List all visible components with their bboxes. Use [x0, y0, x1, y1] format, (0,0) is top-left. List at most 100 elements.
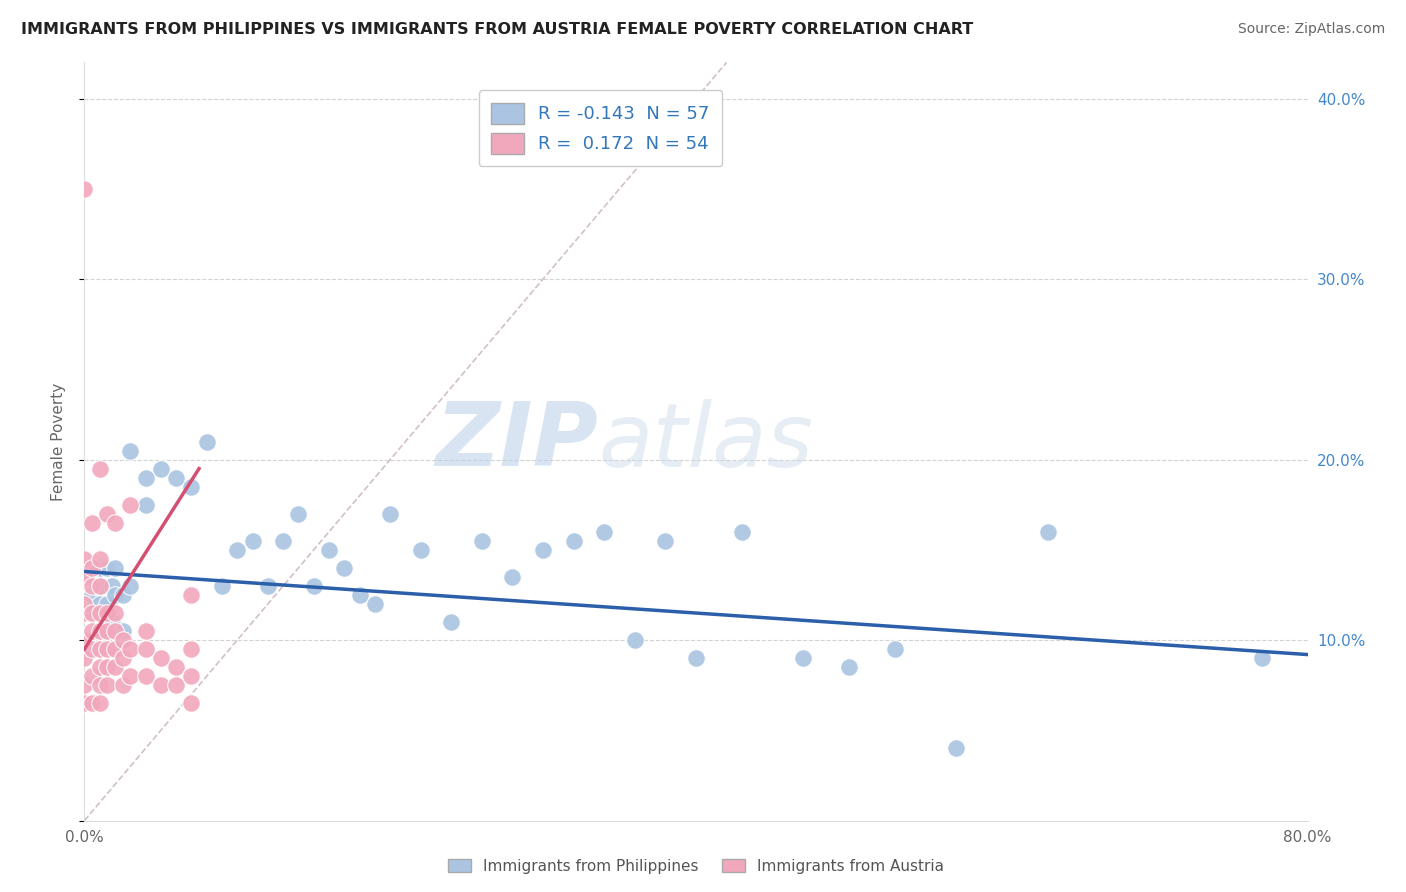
Point: [440, 615, 463, 629]
Point: [89, 552, 111, 566]
Point: [165, 678, 187, 692]
Point: [593, 524, 616, 539]
Point: [838, 660, 860, 674]
Text: ZIP: ZIP: [436, 398, 598, 485]
Point: [471, 533, 494, 548]
Point: [73, 606, 96, 620]
Point: [96, 624, 118, 639]
Point: [364, 597, 387, 611]
Point: [96, 660, 118, 674]
Point: [89, 579, 111, 593]
Point: [73, 678, 96, 692]
Point: [89, 461, 111, 475]
Point: [165, 660, 187, 674]
Point: [80, 516, 103, 530]
Point: [502, 570, 524, 584]
Point: [80, 642, 103, 657]
Point: [73, 651, 96, 665]
Point: [73, 182, 96, 196]
Point: [180, 696, 202, 710]
Point: [89, 561, 111, 575]
Point: [120, 642, 142, 657]
Text: IMMIGRANTS FROM PHILIPPINES VS IMMIGRANTS FROM AUSTRIA FEMALE POVERTY CORRELATIO: IMMIGRANTS FROM PHILIPPINES VS IMMIGRANT…: [21, 22, 973, 37]
Point: [73, 552, 96, 566]
Point: [80, 696, 103, 710]
Point: [89, 642, 111, 657]
Point: [89, 624, 111, 639]
Point: [73, 696, 96, 710]
Point: [73, 597, 96, 611]
Point: [135, 498, 157, 512]
Point: [180, 480, 202, 494]
Point: [257, 579, 280, 593]
Point: [180, 669, 202, 683]
Point: [111, 588, 134, 602]
Point: [211, 579, 233, 593]
Point: [73, 570, 96, 584]
Point: [120, 498, 142, 512]
Point: [271, 533, 294, 548]
Text: atlas: atlas: [598, 399, 813, 484]
Point: [149, 678, 172, 692]
Point: [80, 624, 103, 639]
Point: [111, 678, 134, 692]
Point: [731, 524, 754, 539]
Point: [89, 678, 111, 692]
Point: [86, 561, 108, 575]
Point: [80, 669, 103, 683]
Point: [96, 606, 118, 620]
Point: [318, 542, 340, 557]
Point: [287, 507, 309, 521]
Point: [73, 633, 96, 648]
Point: [120, 443, 142, 458]
Point: [120, 669, 142, 683]
Point: [226, 542, 249, 557]
Point: [96, 678, 118, 692]
Point: [104, 642, 127, 657]
Point: [792, 651, 814, 665]
Point: [685, 651, 707, 665]
Point: [135, 642, 157, 657]
Point: [104, 516, 127, 530]
Point: [86, 606, 108, 620]
Text: Source: ZipAtlas.com: Source: ZipAtlas.com: [1237, 22, 1385, 37]
Point: [101, 579, 124, 593]
Point: [302, 579, 325, 593]
Point: [96, 561, 118, 575]
Point: [1250, 651, 1272, 665]
Point: [165, 470, 187, 484]
Point: [135, 669, 157, 683]
Point: [111, 624, 134, 639]
Point: [104, 642, 127, 657]
Point: [96, 507, 118, 521]
Point: [89, 642, 111, 657]
Point: [89, 696, 111, 710]
Point: [945, 741, 967, 756]
Point: [89, 579, 111, 593]
Point: [242, 533, 264, 548]
Point: [562, 533, 585, 548]
Point: [531, 542, 554, 557]
Point: [654, 533, 676, 548]
Point: [149, 461, 172, 475]
Point: [96, 642, 118, 657]
Point: [180, 588, 202, 602]
Point: [104, 606, 127, 620]
Point: [135, 470, 157, 484]
Point: [80, 579, 103, 593]
Point: [180, 642, 202, 657]
Point: [80, 561, 103, 575]
Point: [149, 651, 172, 665]
Point: [89, 660, 111, 674]
Point: [80, 588, 103, 602]
Point: [349, 588, 371, 602]
Legend: Immigrants from Philippines, Immigrants from Austria: Immigrants from Philippines, Immigrants …: [440, 851, 952, 881]
Point: [104, 624, 127, 639]
Point: [883, 642, 905, 657]
Point: [80, 606, 103, 620]
Point: [135, 624, 157, 639]
Point: [101, 615, 124, 629]
Point: [624, 633, 647, 648]
Point: [86, 579, 108, 593]
Point: [104, 561, 127, 575]
